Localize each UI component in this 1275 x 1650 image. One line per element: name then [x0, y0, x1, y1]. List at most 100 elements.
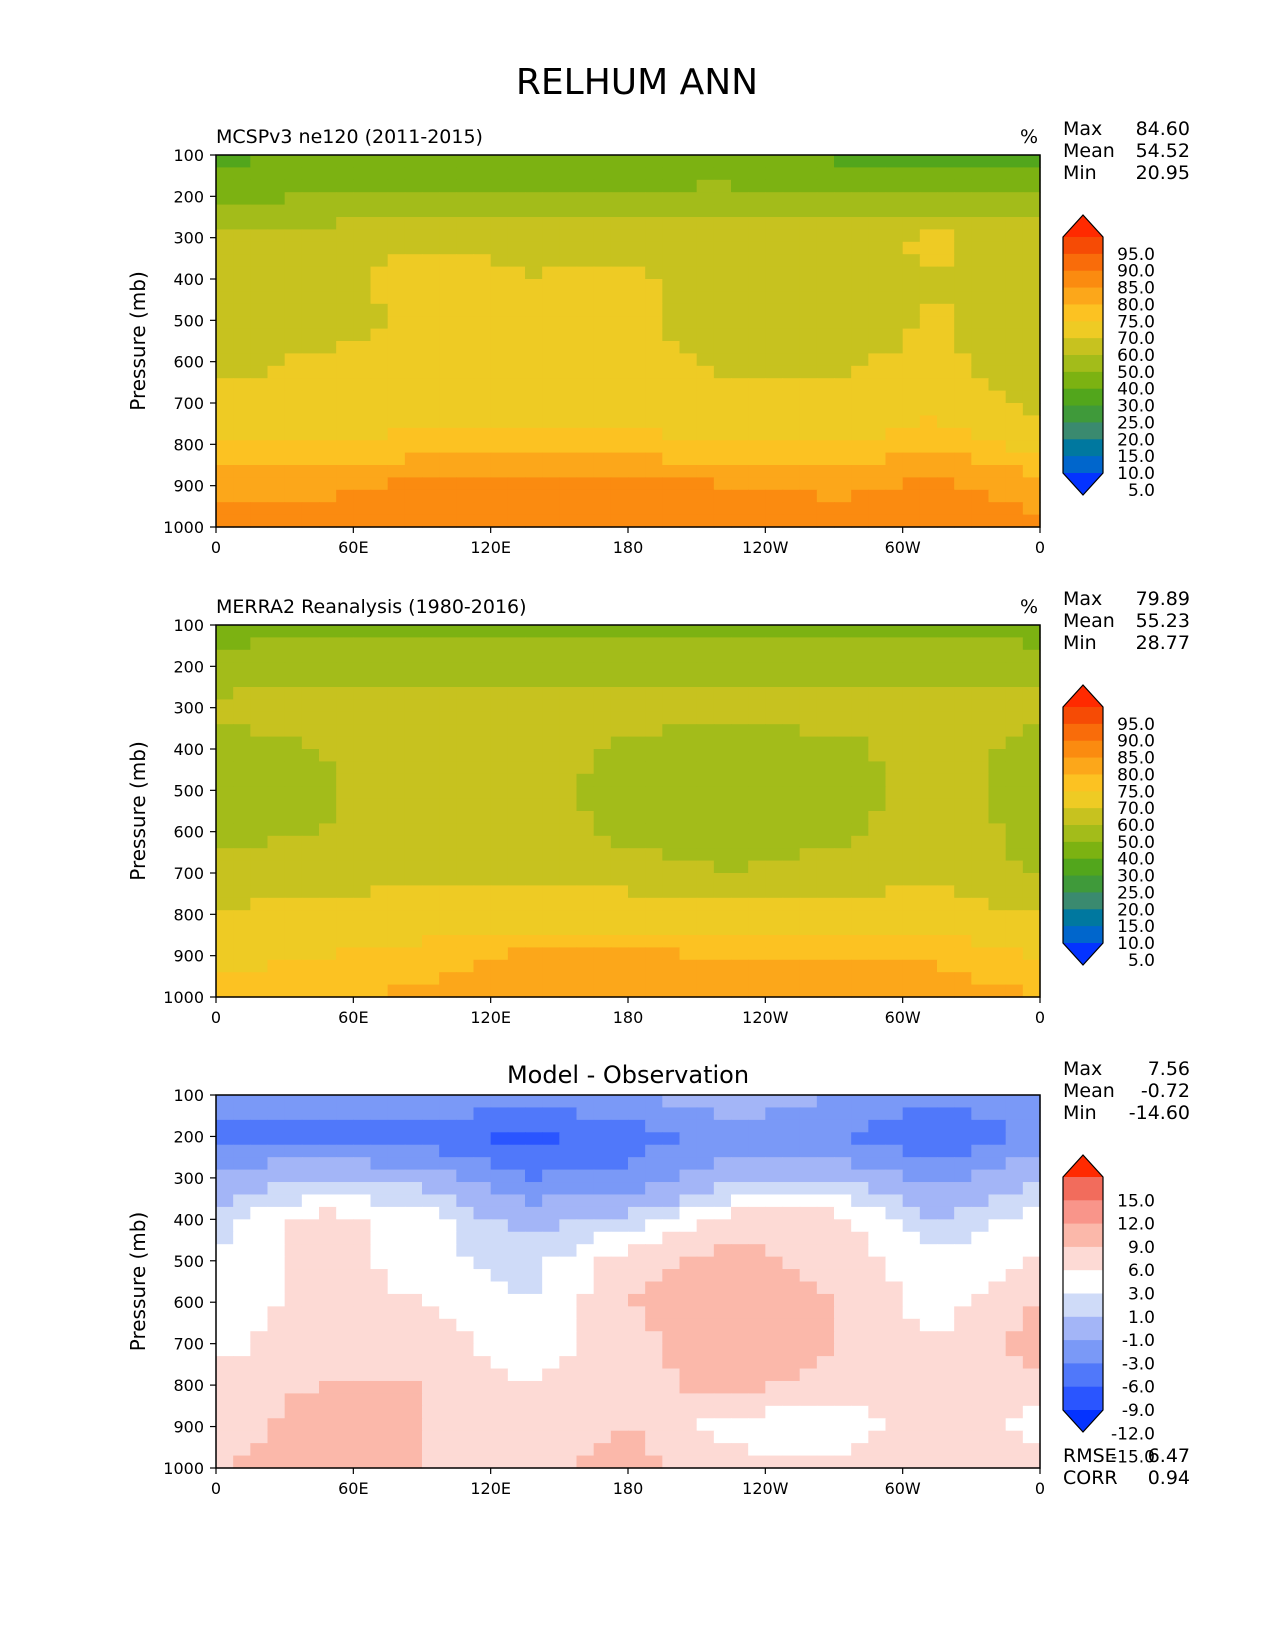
field-cell — [731, 390, 749, 404]
field-cell — [782, 1169, 801, 1183]
field-cell — [456, 489, 475, 503]
field-cell — [267, 897, 286, 911]
field-cell — [937, 1157, 955, 1171]
field-cell — [490, 662, 509, 676]
field-cell — [1022, 1455, 1041, 1469]
field-cell — [628, 1281, 646, 1295]
field-cell — [816, 1343, 835, 1357]
field-cell — [473, 1231, 492, 1245]
field-cell — [799, 1132, 818, 1146]
field-cell — [473, 1206, 492, 1220]
field-cell — [748, 229, 766, 243]
field-cell — [542, 972, 560, 986]
field-cell — [885, 365, 904, 379]
field-cell — [954, 649, 972, 663]
field-cell — [988, 390, 1007, 404]
field-cell — [593, 910, 612, 924]
field-cell — [301, 1318, 320, 1332]
field-cell — [233, 489, 251, 503]
field-cell — [250, 328, 269, 342]
field-cell — [937, 724, 955, 738]
field-cell — [645, 736, 663, 750]
field-cell — [851, 254, 869, 268]
field-cell — [336, 1182, 354, 1196]
field-cell — [233, 1107, 251, 1121]
field-cell — [954, 1095, 972, 1109]
field-cell — [902, 910, 921, 924]
field-cell — [782, 959, 801, 973]
field-cell — [439, 465, 457, 478]
field-cell — [834, 1194, 852, 1208]
field-cell — [473, 465, 492, 478]
field-cell — [250, 167, 269, 181]
field-cell — [628, 972, 646, 986]
field-cell — [216, 662, 234, 676]
field-cell — [748, 1157, 766, 1171]
field-cell — [954, 291, 972, 305]
field-cell — [851, 922, 869, 936]
field-cell — [662, 724, 681, 738]
field-cell — [473, 241, 492, 255]
field-cell — [1005, 403, 1024, 416]
field-cell — [645, 674, 663, 688]
field-cell — [610, 1393, 629, 1407]
field-cell — [404, 266, 423, 280]
field-cell — [662, 502, 681, 516]
field-cell — [593, 353, 612, 367]
field-cell — [782, 1206, 801, 1220]
field-cell — [679, 1393, 698, 1407]
field-cell — [954, 328, 972, 342]
field-cell — [319, 1244, 337, 1258]
field-cell — [731, 179, 749, 193]
stat-value: 7.56 — [1148, 1058, 1190, 1080]
field-cell — [851, 984, 869, 998]
field-cell — [216, 699, 234, 713]
field-cell — [473, 390, 492, 404]
colorbar-tick-label: 75.0 — [1117, 782, 1155, 802]
field-cell — [593, 1157, 612, 1171]
field-cell — [319, 167, 337, 181]
field-cell — [988, 736, 1007, 750]
field-cell — [404, 1107, 423, 1121]
field-cell — [319, 1182, 337, 1196]
field-cell — [1022, 204, 1041, 218]
field-cell — [696, 1418, 715, 1432]
field-cell — [507, 328, 526, 342]
stat-label: Mean — [1063, 1080, 1115, 1102]
field-cell — [336, 885, 354, 899]
y-tick-label: 600 — [173, 1293, 204, 1312]
field-cell — [387, 1430, 406, 1444]
field-cell — [525, 1119, 543, 1133]
field-cell — [473, 1281, 492, 1295]
field-cell — [696, 1169, 715, 1183]
field-cell — [885, 167, 904, 181]
field-cell — [301, 625, 320, 638]
field-cell — [576, 1418, 595, 1432]
field-cell — [233, 291, 251, 305]
field-cell — [267, 687, 286, 700]
field-cell — [851, 217, 869, 230]
field-cell — [696, 403, 715, 416]
field-cell — [628, 910, 646, 924]
stat-label: Min — [1063, 632, 1097, 654]
field-cell — [696, 1405, 715, 1419]
field-cell — [885, 415, 904, 429]
field-cell — [490, 229, 509, 243]
field-cell — [1005, 687, 1024, 700]
field-cell — [387, 291, 406, 305]
field-cell — [610, 885, 629, 899]
field-cell — [988, 1343, 1007, 1357]
field-cell — [387, 1244, 406, 1258]
field-cell — [628, 1269, 646, 1283]
field-cell — [387, 885, 406, 899]
field-cell — [696, 1356, 715, 1370]
field-cell — [301, 477, 320, 491]
field-cell — [816, 353, 835, 367]
field-cell — [284, 773, 303, 787]
colorbar-extend-max — [1063, 1155, 1103, 1177]
field-cell — [559, 1194, 578, 1208]
field-cell — [336, 910, 354, 924]
field-cell — [353, 167, 372, 181]
field-cell — [267, 353, 286, 367]
colorbar-bin — [1063, 825, 1103, 843]
